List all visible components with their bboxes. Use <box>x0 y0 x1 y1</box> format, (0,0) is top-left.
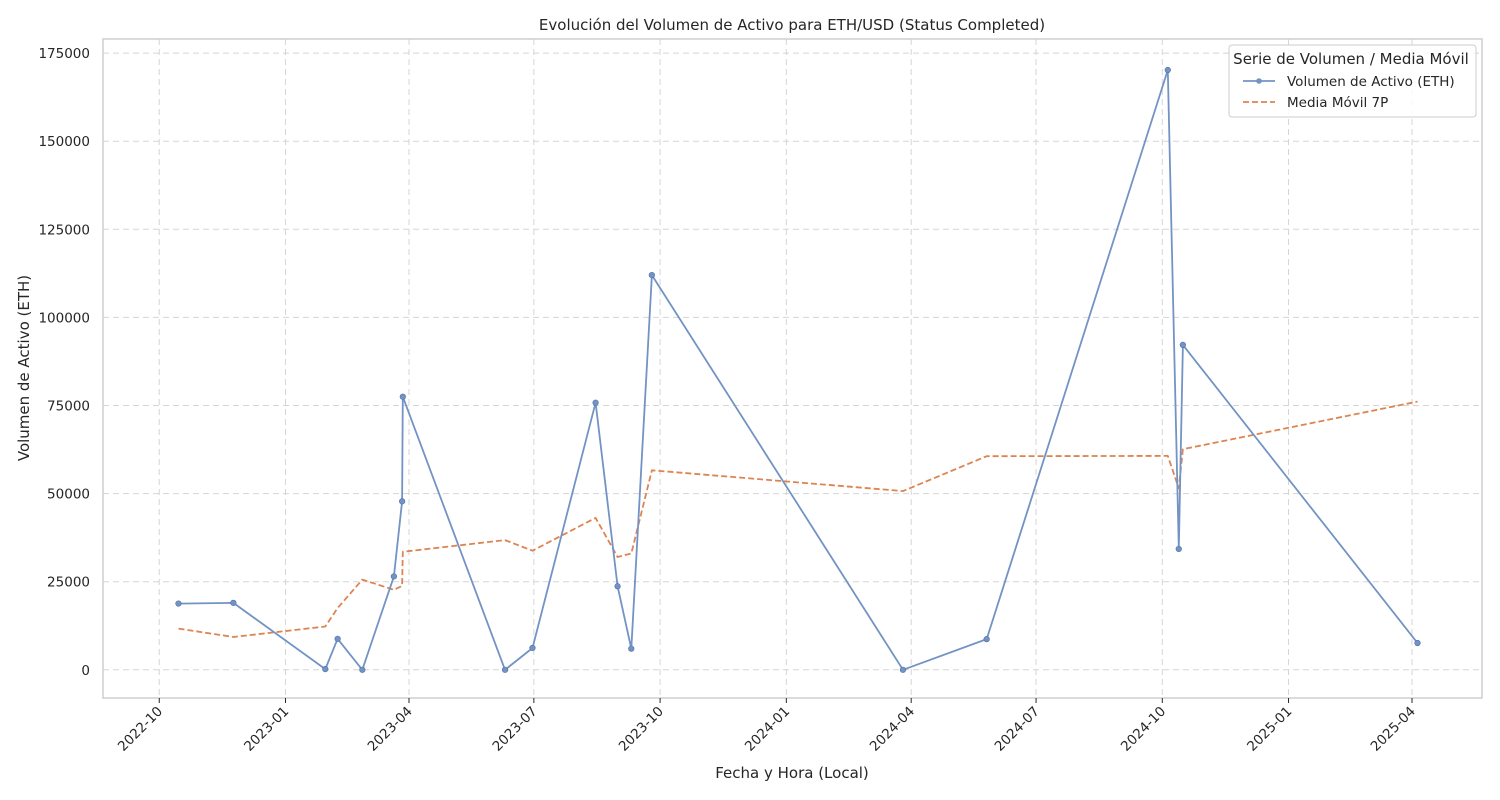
data-point <box>1179 341 1186 348</box>
y-tick-label: 75000 <box>47 399 90 415</box>
data-point <box>614 583 621 590</box>
legend: Serie de Volumen / Media Móvil Volumen d… <box>1228 44 1477 118</box>
series-layer <box>175 66 1421 673</box>
legend-label: Volumen de Activo (ETH) <box>1287 74 1455 90</box>
y-tick-label: 125000 <box>38 222 90 238</box>
legend-label: Media Móvil 7P <box>1287 95 1388 111</box>
y-tick-label: 0 <box>81 663 90 679</box>
data-point <box>359 666 366 673</box>
data-point <box>529 644 536 652</box>
y-tick-label: 150000 <box>38 134 90 150</box>
grid <box>103 39 1482 698</box>
data-point <box>334 635 341 642</box>
x-axis-label: Fecha y Hora (Local) <box>715 764 869 782</box>
y-axis-label: Volumen de Activo (ETH) <box>15 275 33 461</box>
data-point <box>501 666 509 673</box>
x-tick-label: 2023-01 <box>241 704 292 755</box>
x-tick-label: 2025-04 <box>1368 704 1419 755</box>
data-point <box>1164 66 1171 74</box>
data-point <box>230 599 237 606</box>
x-tick-label: 2024-07 <box>992 704 1043 755</box>
x-tick-label: 2023-10 <box>616 704 667 755</box>
data-point <box>983 636 990 643</box>
x-tick-label: 2022-10 <box>115 704 166 755</box>
plot-frame <box>102 38 1483 699</box>
data-point <box>628 645 635 652</box>
x-tick-label: 2024-04 <box>867 704 918 755</box>
legend-box <box>1228 44 1477 118</box>
data-point <box>399 498 406 505</box>
x-tick-label: 2024-10 <box>1118 704 1169 755</box>
x-tick-label: 2023-07 <box>489 704 540 755</box>
series-1 <box>178 400 1418 638</box>
y-tick-label: 100000 <box>38 310 90 326</box>
data-point <box>175 600 182 607</box>
series-line <box>178 400 1418 638</box>
data-point <box>1175 545 1182 553</box>
data-point <box>399 393 406 400</box>
legend-marker <box>1256 78 1262 84</box>
axis-ticks: 0 25000 50000 75000 100000 125000 150000 175000… <box>38 46 1418 755</box>
legend-title: Serie de Volumen / Media Móvil <box>1233 50 1469 68</box>
data-point <box>390 573 397 580</box>
x-tick-label: 2024-01 <box>742 704 793 755</box>
data-point <box>648 272 655 279</box>
data-point <box>322 666 329 673</box>
data-point <box>899 666 907 673</box>
series-0 <box>175 66 1421 673</box>
y-tick-label: 50000 <box>47 487 90 503</box>
x-tick-label: 2023-04 <box>365 704 416 755</box>
data-point <box>592 399 599 406</box>
data-point <box>1414 639 1421 647</box>
chart-title: Evolución del Volumen de Activo para ETH… <box>539 16 1045 34</box>
y-tick-label: 175000 <box>38 46 90 62</box>
x-tick-label: 2025-01 <box>1244 704 1295 755</box>
series-line <box>178 69 1419 671</box>
y-tick-label: 25000 <box>47 575 90 591</box>
